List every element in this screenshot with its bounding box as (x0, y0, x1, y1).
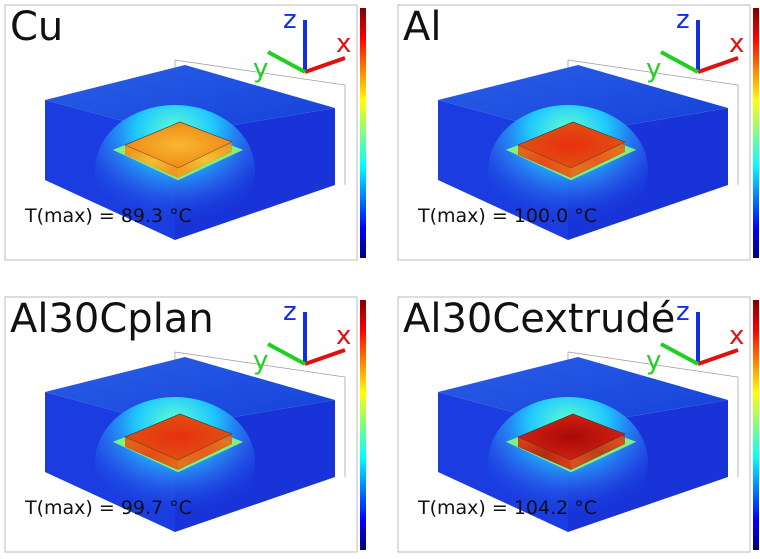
chip-side (125, 145, 178, 178)
axis-x (697, 56, 739, 74)
slab-top (438, 357, 728, 427)
tmax-label: T(max) = 89.3 °C (24, 205, 192, 227)
axis-y-label: y (253, 54, 268, 84)
axis-z-label: z (283, 297, 297, 327)
chip-side (571, 142, 625, 178)
axis-x (697, 348, 739, 366)
axis-y (660, 50, 699, 74)
axis-z-label: z (283, 5, 297, 35)
chip-side (178, 142, 232, 178)
tmax-label: T(max) = 104.2 °C (417, 497, 597, 519)
axis-y (267, 50, 306, 74)
axis-z-label: z (676, 297, 690, 327)
slab-top (45, 357, 335, 427)
colorbar (360, 300, 366, 550)
axis-y (267, 342, 306, 366)
axis-x-label: x (729, 29, 744, 59)
chip-side (125, 437, 178, 470)
axis-z-label: z (676, 5, 690, 35)
colorbar (360, 8, 366, 258)
panel-label: Cu (10, 4, 63, 50)
panel-label: Al30Cextrudé (403, 296, 675, 342)
axis-x (304, 348, 346, 366)
panel: z x y Al T(max) = 100.0 °C (397, 4, 759, 261)
colorbar (753, 8, 759, 258)
chip-side (518, 145, 571, 178)
panel-label: Al30Cplan (10, 296, 214, 342)
axis-x-label: x (336, 29, 351, 59)
axis-x (304, 56, 346, 74)
colorbar (753, 300, 759, 550)
axis-y-label: y (253, 346, 268, 376)
panel: z x y Al30Cplan T(max) = 99.7 °C (4, 296, 366, 553)
slab-top (45, 65, 335, 135)
chip-side (518, 437, 571, 470)
axis-x-label: x (729, 321, 744, 351)
axis-y (660, 342, 699, 366)
axis-y-label: y (646, 346, 661, 376)
chip-side (571, 434, 625, 470)
slab-top (438, 65, 728, 135)
tmax-label: T(max) = 100.0 °C (417, 205, 597, 227)
panel: z x y Cu T(max) = 89.3 °C (4, 4, 366, 261)
chip-side (178, 434, 232, 470)
axis-x-label: x (336, 321, 351, 351)
panel: z x y Al30Cextrudé T(max) = 104.2 °C (397, 296, 759, 553)
axis-y-label: y (646, 54, 661, 84)
panel-label: Al (403, 4, 441, 50)
tmax-label: T(max) = 99.7 °C (24, 497, 192, 519)
